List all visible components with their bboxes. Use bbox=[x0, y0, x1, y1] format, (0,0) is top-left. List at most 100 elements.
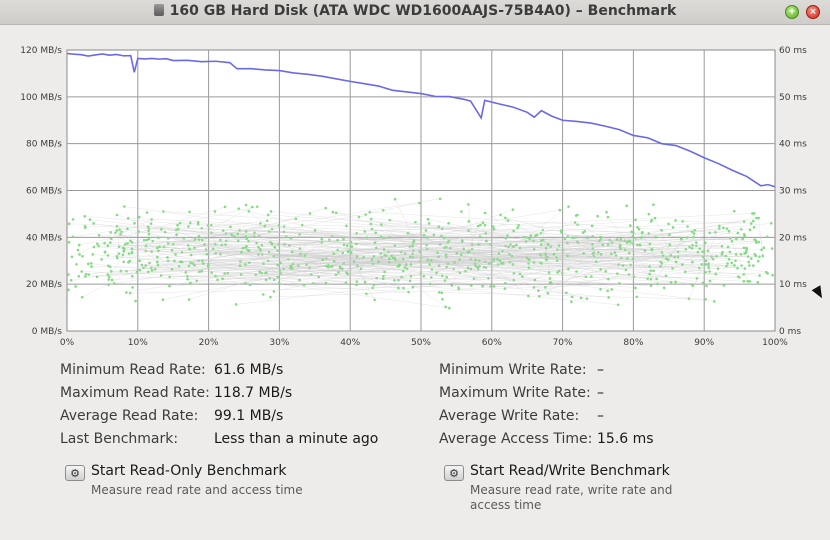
access-time-point bbox=[149, 222, 153, 225]
access-time-point bbox=[722, 226, 725, 230]
access-time-point bbox=[81, 254, 84, 258]
access-time-point bbox=[373, 241, 377, 245]
access-time-point bbox=[91, 253, 94, 256]
access-time-point bbox=[629, 224, 632, 227]
access-time-point bbox=[223, 272, 226, 275]
access-time-seek-line bbox=[116, 214, 300, 281]
access-time-point bbox=[748, 228, 752, 232]
access-time-point bbox=[393, 279, 396, 282]
access-time-seek-line bbox=[354, 261, 636, 289]
gear-icon: ⚙ bbox=[70, 466, 80, 480]
x-tick-label: 70% bbox=[553, 338, 573, 348]
access-time-point bbox=[365, 292, 368, 296]
access-time-seek-line bbox=[162, 256, 374, 300]
access-time-seek-line bbox=[270, 281, 672, 298]
read-write-benchmark-title[interactable]: Start Read/Write Benchmark bbox=[470, 463, 670, 479]
access-time-point bbox=[502, 261, 505, 265]
y-left-tick-label: 40 MB/s bbox=[26, 233, 62, 243]
access-time-point bbox=[727, 257, 731, 261]
access-time-seek-line bbox=[132, 276, 409, 293]
access-time-point bbox=[544, 246, 548, 250]
access-time-seek-line bbox=[161, 275, 326, 284]
title-bar[interactable]: 160 GB Hard Disk (ATA WDC WD1600AAJS-75B… bbox=[0, 0, 830, 25]
access-time-point bbox=[83, 224, 87, 228]
benchmark-chart: 0% 10% 20% 30% 40% 50% 60% 70% 80% 90% 100% 0 MB/s 2… bbox=[20, 46, 807, 348]
access-time-seek-line bbox=[500, 214, 609, 280]
access-time-point bbox=[681, 263, 684, 266]
access-time-point bbox=[176, 227, 180, 231]
read-only-benchmark-action[interactable]: ⚙ Start Read-Only Benchmark Measure read… bbox=[65, 463, 365, 515]
access-time-point bbox=[84, 275, 87, 278]
access-time-point bbox=[71, 218, 75, 221]
access-time-point bbox=[428, 282, 432, 286]
access-time-point bbox=[189, 253, 193, 257]
access-time-point bbox=[648, 272, 652, 276]
access-time-point bbox=[511, 263, 515, 266]
access-time-seek-line bbox=[550, 226, 688, 248]
access-time-point bbox=[277, 223, 281, 227]
access-time-point bbox=[746, 279, 749, 283]
access-time-point bbox=[757, 240, 761, 244]
access-time-point bbox=[131, 286, 134, 289]
access-time-point bbox=[634, 286, 637, 290]
access-time-seek-line bbox=[277, 250, 715, 302]
access-time-point bbox=[765, 235, 769, 239]
max-write-rate-label: Maximum Write Rate: bbox=[439, 385, 591, 401]
access-time-point bbox=[722, 284, 726, 287]
access-time-point bbox=[708, 270, 711, 273]
access-time-point bbox=[668, 243, 672, 246]
access-time-seek-line bbox=[519, 231, 643, 249]
access-time-seek-line bbox=[248, 211, 273, 230]
access-time-point bbox=[743, 267, 747, 270]
access-time-seek-line bbox=[583, 248, 652, 254]
avg-access-time-value: 15.6 ms bbox=[597, 431, 654, 447]
access-time-seek-line bbox=[104, 206, 226, 244]
y-left-tick-label: 100 MB/s bbox=[20, 93, 62, 103]
close-button[interactable]: × bbox=[806, 5, 820, 19]
start-read-only-button[interactable]: ⚙ bbox=[65, 465, 85, 481]
access-time-point bbox=[538, 295, 541, 298]
access-time-seek-line bbox=[682, 221, 752, 224]
avg-access-time-row: Average Access Time: 15.6 ms bbox=[439, 431, 769, 451]
access-time-point bbox=[739, 253, 743, 256]
access-time-point bbox=[679, 237, 683, 241]
access-time-point bbox=[219, 253, 222, 256]
access-time-point bbox=[533, 278, 537, 282]
access-time-point bbox=[67, 240, 71, 244]
read-write-benchmark-action[interactable]: ⚙ Start Read/Write Benchmark Measure rea… bbox=[444, 463, 744, 520]
access-time-point bbox=[187, 264, 191, 268]
access-time-point bbox=[116, 256, 119, 260]
access-time-point bbox=[690, 230, 694, 233]
access-time-point bbox=[77, 243, 81, 247]
access-time-point bbox=[673, 255, 676, 259]
access-time-point bbox=[429, 258, 433, 262]
access-time-seek-line bbox=[485, 212, 514, 232]
access-time-point bbox=[691, 260, 694, 264]
read-only-benchmark-title[interactable]: Start Read-Only Benchmark bbox=[91, 463, 287, 479]
access-time-point bbox=[441, 297, 444, 301]
access-time-point bbox=[71, 235, 75, 239]
x-tick-label: 0% bbox=[60, 338, 75, 348]
access-time-point bbox=[133, 221, 136, 225]
access-time-point bbox=[409, 263, 413, 266]
access-time-point bbox=[383, 270, 386, 274]
access-time-seek-line bbox=[222, 277, 740, 279]
access-time-seek-line bbox=[454, 262, 529, 268]
access-time-point bbox=[650, 248, 654, 252]
access-time-point bbox=[145, 238, 149, 242]
access-time-point bbox=[512, 229, 515, 233]
access-time-seek-line bbox=[373, 284, 399, 289]
access-time-point bbox=[173, 259, 176, 263]
start-read-write-button[interactable]: ⚙ bbox=[444, 465, 464, 481]
access-time-point bbox=[655, 277, 658, 281]
access-time-point bbox=[379, 235, 383, 239]
access-time-point bbox=[571, 236, 575, 239]
access-time-point bbox=[338, 265, 342, 269]
access-time-point bbox=[130, 241, 134, 244]
maximize-button[interactable]: + bbox=[785, 5, 799, 19]
access-time-point bbox=[625, 241, 629, 244]
access-time-point bbox=[527, 258, 531, 261]
access-time-point bbox=[733, 264, 736, 267]
access-time-point bbox=[770, 247, 774, 250]
access-time-point bbox=[478, 235, 482, 238]
